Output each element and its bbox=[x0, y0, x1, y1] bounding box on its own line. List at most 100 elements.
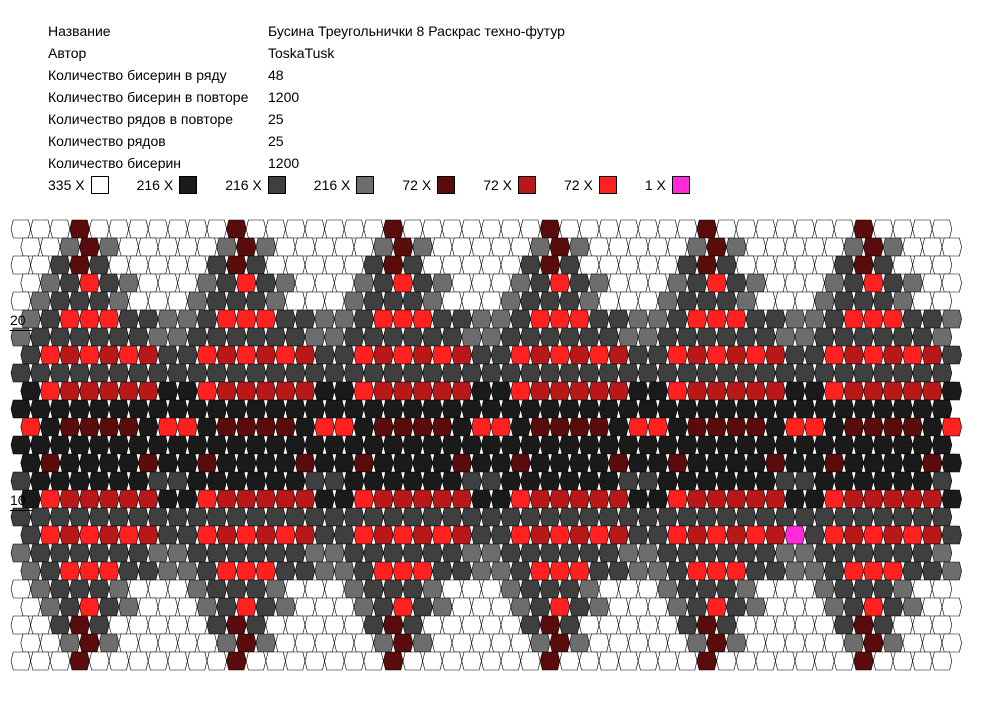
bead-cell bbox=[197, 382, 217, 400]
bead-cell bbox=[89, 328, 109, 346]
bead-cell bbox=[236, 274, 256, 292]
bead-cell bbox=[60, 346, 80, 364]
bead-cell bbox=[266, 472, 286, 490]
bead-cell bbox=[70, 220, 90, 238]
bead-cell bbox=[873, 544, 893, 562]
bead-cell bbox=[148, 580, 168, 598]
bead-cell bbox=[521, 652, 541, 670]
bead-cell bbox=[717, 580, 737, 598]
bead-cell bbox=[609, 274, 629, 292]
bead-cell bbox=[99, 526, 119, 544]
bead-cell bbox=[511, 490, 531, 508]
bead-cell bbox=[873, 616, 893, 634]
bead-cell bbox=[658, 436, 678, 454]
bead-cell bbox=[903, 346, 923, 364]
bead-cell bbox=[707, 526, 727, 544]
bead-cell bbox=[168, 400, 188, 418]
bead-cell bbox=[697, 364, 717, 382]
bead-cell bbox=[246, 292, 266, 310]
bead-cell bbox=[472, 598, 492, 616]
bead-cell bbox=[540, 328, 560, 346]
bead-cell bbox=[89, 472, 109, 490]
bead-cell bbox=[619, 508, 639, 526]
bead-cell bbox=[658, 292, 678, 310]
bead-cell bbox=[795, 508, 815, 526]
bead-cell bbox=[256, 562, 276, 580]
bead-cell bbox=[805, 238, 825, 256]
bead-cell bbox=[187, 508, 207, 526]
bead-cell bbox=[844, 454, 864, 472]
bead-cell bbox=[824, 562, 844, 580]
bead-cell bbox=[246, 256, 266, 274]
bead-cell bbox=[687, 634, 707, 652]
bead-cell bbox=[119, 418, 139, 436]
bead-cell bbox=[383, 472, 403, 490]
bead-cell bbox=[501, 580, 521, 598]
bead-cell bbox=[432, 382, 452, 400]
bead-cell bbox=[619, 580, 639, 598]
bead-cell bbox=[726, 598, 746, 616]
bead-cell bbox=[893, 616, 913, 634]
bead-cell bbox=[942, 526, 962, 544]
bead-cell bbox=[354, 382, 374, 400]
bead-cell bbox=[442, 580, 462, 598]
bead-cell bbox=[677, 400, 697, 418]
bead-cell bbox=[697, 436, 717, 454]
bead-cell bbox=[158, 454, 178, 472]
bead-cell bbox=[491, 310, 511, 328]
bead-cell bbox=[187, 580, 207, 598]
bead-cell bbox=[854, 328, 874, 346]
bead-cell bbox=[726, 490, 746, 508]
bead-cell bbox=[432, 454, 452, 472]
bead-cell bbox=[60, 490, 80, 508]
bead-cell bbox=[334, 526, 354, 544]
bead-cell bbox=[893, 292, 913, 310]
bead-cell bbox=[119, 562, 139, 580]
bead-cell bbox=[129, 400, 149, 418]
bead-cell bbox=[442, 436, 462, 454]
legend-item: 72 X bbox=[402, 176, 455, 194]
bead-cell bbox=[638, 436, 658, 454]
bead-cell bbox=[560, 616, 580, 634]
bead-cell bbox=[756, 616, 776, 634]
bead-cell bbox=[511, 382, 531, 400]
bead-cell bbox=[579, 328, 599, 346]
bead-cell bbox=[609, 310, 629, 328]
bead-cell bbox=[236, 454, 256, 472]
bead-cell bbox=[374, 274, 394, 292]
bead-cell bbox=[442, 508, 462, 526]
bead-cell bbox=[775, 256, 795, 274]
bead-cell bbox=[717, 364, 737, 382]
bead-cell bbox=[452, 382, 472, 400]
bead-cell bbox=[383, 436, 403, 454]
bead-cell bbox=[403, 364, 423, 382]
bead-cell bbox=[197, 562, 217, 580]
bead-cell bbox=[452, 274, 472, 292]
bead-cell bbox=[60, 418, 80, 436]
bead-cell bbox=[285, 508, 305, 526]
bead-cell bbox=[599, 616, 619, 634]
bead-cell bbox=[21, 238, 41, 256]
bead-cell bbox=[305, 652, 325, 670]
bead-cell bbox=[276, 238, 296, 256]
bead-cell bbox=[168, 292, 188, 310]
bead-cell bbox=[403, 508, 423, 526]
bead-cell bbox=[501, 256, 521, 274]
bead-cell bbox=[40, 310, 60, 328]
bead-cell bbox=[570, 526, 590, 544]
bead-cell bbox=[599, 508, 619, 526]
bead-cell bbox=[60, 526, 80, 544]
bead-cell bbox=[717, 256, 737, 274]
bead-cell bbox=[521, 580, 541, 598]
bead-cell bbox=[815, 328, 835, 346]
bead-cell bbox=[736, 220, 756, 238]
bead-cell bbox=[815, 220, 835, 238]
bead-cell bbox=[795, 400, 815, 418]
bead-cell bbox=[942, 238, 962, 256]
bead-cell bbox=[766, 598, 786, 616]
bead-cell bbox=[423, 616, 443, 634]
bead-cell bbox=[344, 580, 364, 598]
bead-cell bbox=[844, 526, 864, 544]
bead-cell bbox=[364, 472, 384, 490]
bead-cell bbox=[11, 652, 31, 670]
